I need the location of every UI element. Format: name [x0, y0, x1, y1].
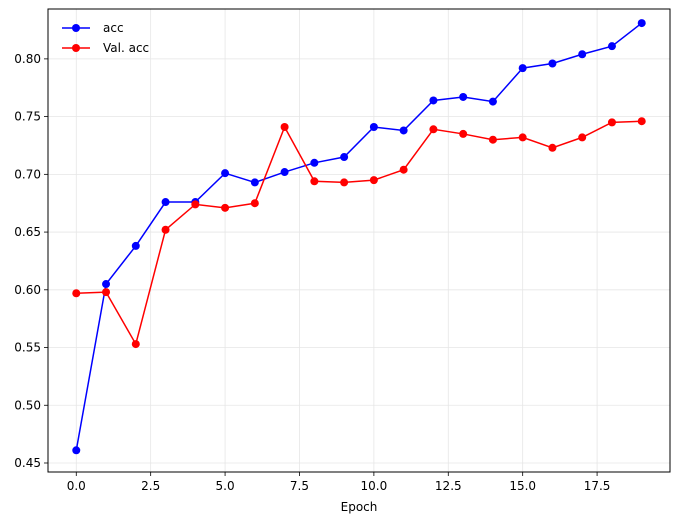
y-tick-label: 0.55 — [14, 341, 41, 355]
y-tick-label: 0.50 — [14, 398, 41, 412]
series-acc — [72, 19, 646, 455]
data-point — [131, 340, 140, 349]
legend-item: acc — [62, 21, 124, 35]
series-line — [75, 22, 643, 451]
data-point — [459, 92, 468, 101]
data-point — [340, 178, 349, 187]
data-point — [221, 203, 230, 212]
data-point — [607, 118, 616, 127]
legend-label: acc — [103, 21, 124, 35]
y-tick-label: 0.45 — [14, 456, 41, 470]
data-point — [578, 50, 587, 59]
data-point — [161, 225, 170, 234]
x-tick-label: 17.5 — [584, 479, 611, 493]
data-point — [429, 96, 438, 105]
data-point — [369, 123, 378, 132]
data-point — [131, 241, 140, 250]
legend-marker — [72, 24, 80, 32]
data-point — [310, 177, 319, 186]
data-point — [102, 288, 111, 297]
data-point — [518, 133, 527, 142]
data-point — [250, 199, 259, 208]
data-point — [518, 64, 527, 73]
y-tick-label: 0.65 — [14, 225, 41, 239]
data-point — [102, 280, 111, 289]
data-point — [488, 135, 497, 144]
data-point — [310, 158, 319, 167]
data-point — [399, 165, 408, 174]
data-point — [429, 125, 438, 134]
series-line — [76, 120, 642, 347]
series-val-acc — [72, 117, 646, 349]
x-tick-label: 2.5 — [141, 479, 160, 493]
x-tick-label: 7.5 — [290, 479, 309, 493]
y-tick-label: 0.60 — [14, 283, 41, 297]
data-point — [191, 200, 200, 209]
data-point — [637, 19, 646, 28]
y-tick-label: 0.75 — [14, 110, 41, 124]
data-point — [369, 176, 378, 185]
grid — [48, 9, 670, 472]
series-group — [72, 19, 646, 455]
plot-frame — [47, 8, 671, 473]
x-tick-label: 10.0 — [361, 479, 388, 493]
data-point — [399, 126, 408, 135]
data-point — [72, 289, 81, 298]
data-point — [578, 133, 587, 142]
data-point — [161, 198, 170, 207]
x-tick-label: 5.0 — [216, 479, 235, 493]
data-point — [280, 123, 289, 132]
data-point — [340, 153, 349, 162]
legend: acc Val. acc — [62, 21, 149, 55]
data-point — [459, 129, 468, 138]
data-point — [72, 446, 81, 455]
legend-item: Val. acc — [62, 41, 149, 55]
x-axis-label: Epoch — [341, 500, 378, 514]
x-tick-label: 12.5 — [435, 479, 462, 493]
legend-marker — [72, 44, 80, 52]
y-tick-label: 0.80 — [14, 52, 41, 66]
legend-label: Val. acc — [103, 41, 149, 55]
data-point — [607, 42, 616, 51]
data-point — [548, 143, 557, 152]
data-point — [221, 169, 230, 178]
data-point — [548, 59, 557, 68]
x-tick-label: 0.0 — [67, 479, 86, 493]
data-point — [280, 168, 289, 177]
data-point — [488, 97, 497, 106]
data-point — [637, 117, 646, 126]
x-tick-label: 15.0 — [509, 479, 536, 493]
y-tick-label: 0.70 — [14, 167, 41, 181]
axis-ticks: 0.0 2.5 5.0 7.5 10.0 12.5 15.0 17.5 0.45 0.50 0.55… — [14, 52, 610, 493]
data-point — [250, 178, 259, 187]
